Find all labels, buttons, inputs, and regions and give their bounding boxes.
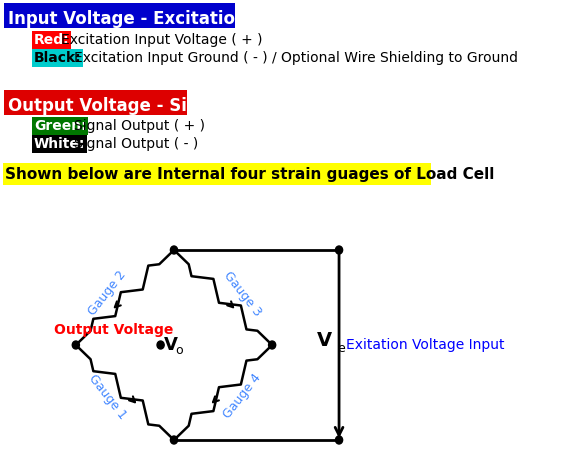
Text: Exitation Voltage Input: Exitation Voltage Input xyxy=(346,338,505,352)
Text: Output Voltage - Signal: Output Voltage - Signal xyxy=(8,97,228,115)
FancyBboxPatch shape xyxy=(3,163,431,185)
Text: V: V xyxy=(164,336,178,354)
Text: Shown below are Internal four strain guages of Load Cell: Shown below are Internal four strain gua… xyxy=(5,168,495,182)
Text: Signal Output ( - ): Signal Output ( - ) xyxy=(74,137,199,151)
Text: V: V xyxy=(317,331,332,350)
Text: Green:: Green: xyxy=(34,119,86,133)
Circle shape xyxy=(335,436,343,444)
Circle shape xyxy=(157,341,164,349)
Text: Gauge 1: Gauge 1 xyxy=(86,372,128,421)
FancyBboxPatch shape xyxy=(5,90,187,115)
Circle shape xyxy=(170,436,177,444)
Text: Red:: Red: xyxy=(34,33,70,47)
Text: Signal Output ( + ): Signal Output ( + ) xyxy=(74,119,205,133)
Text: o: o xyxy=(175,344,183,357)
Text: Excitation Input Ground ( - ) / Optional Wire Shielding to Ground: Excitation Input Ground ( - ) / Optional… xyxy=(74,51,518,65)
FancyBboxPatch shape xyxy=(5,3,234,28)
Circle shape xyxy=(335,246,343,254)
Text: Black:: Black: xyxy=(34,51,82,65)
Text: Input Voltage - Excitation: Input Voltage - Excitation xyxy=(8,10,247,28)
Text: White:: White: xyxy=(34,137,85,151)
Circle shape xyxy=(170,246,177,254)
Circle shape xyxy=(72,341,79,349)
Text: Output Voltage: Output Voltage xyxy=(54,323,173,337)
Text: Gauge 3: Gauge 3 xyxy=(221,268,264,318)
Text: Excitation Input Voltage ( + ): Excitation Input Voltage ( + ) xyxy=(62,33,263,47)
Text: Gauge 4: Gauge 4 xyxy=(221,372,264,421)
Circle shape xyxy=(268,341,276,349)
Text: Gauge 2: Gauge 2 xyxy=(86,268,128,318)
Text: e: e xyxy=(338,343,345,356)
